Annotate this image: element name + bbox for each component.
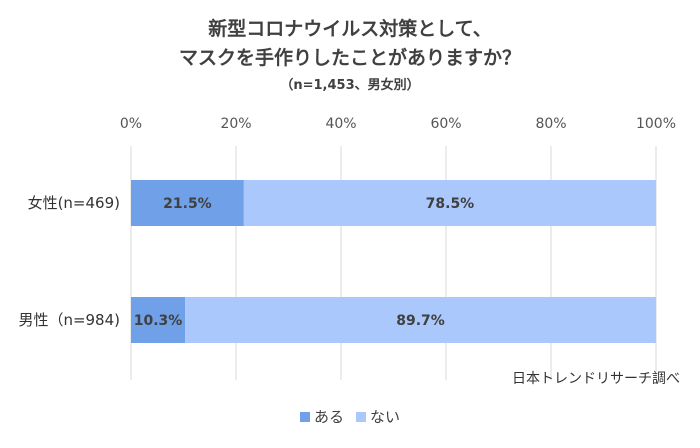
category-label-layer: 女性(n=469) 男性（n=984) [18, 194, 120, 329]
legend: ある ない [0, 406, 700, 427]
bar-segment-aru [131, 180, 244, 226]
bar-segment-aru [131, 297, 186, 343]
legend-item-aru: ある [299, 406, 344, 427]
bar-layer [131, 180, 656, 343]
data-label: 10.3% [134, 313, 183, 329]
data-label: 78.5% [426, 196, 475, 212]
legend-item-nai: ない [356, 406, 400, 427]
chart-subtitle: （n=1,453、男女別） [280, 78, 420, 93]
category-label: 女性(n=469) [28, 194, 120, 212]
x-tick-label: 40% [325, 116, 356, 132]
category-label: 男性（n=984) [18, 311, 120, 329]
legend-label-nai: ない [370, 408, 401, 426]
data-label: 89.7% [396, 313, 445, 329]
x-tick-label: 80% [535, 116, 566, 132]
x-tick-label: 20% [220, 116, 251, 132]
legend-swatch-nai [356, 411, 366, 422]
x-tick-label: 60% [430, 116, 461, 132]
legend-swatch-aru [299, 411, 310, 422]
chart-title-line-2: マスクを手作りしたことがありますか？ [178, 47, 521, 69]
x-tick-label: 100% [636, 116, 676, 132]
data-label-layer: 21.5% 78.5% 10.3% 89.7% [134, 196, 474, 329]
data-label: 21.5% [163, 196, 212, 212]
source-note: 日本トレンドリサーチ調べ [512, 371, 680, 387]
x-tick-label: 0% [120, 116, 142, 132]
bar-segment-nai [185, 297, 656, 343]
bar-segment-nai [243, 180, 656, 226]
chart-title-line-1: 新型コロナウイルス対策として、 [208, 18, 492, 40]
tick-label-layer: 0% 20% 40% 60% 80% 100% [120, 116, 676, 132]
legend-label-aru: ある [313, 408, 344, 426]
